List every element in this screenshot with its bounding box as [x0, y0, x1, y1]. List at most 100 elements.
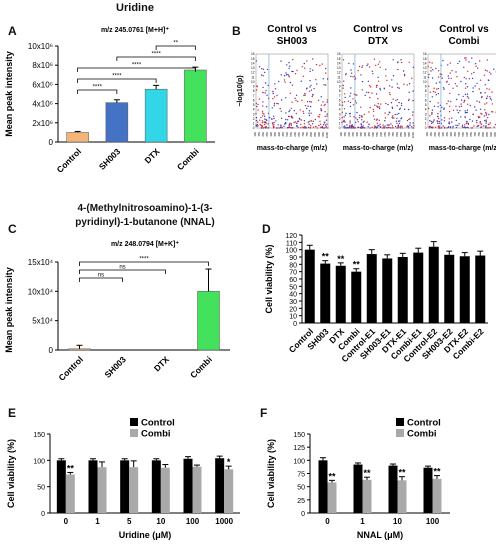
panel-b-point: [290, 107, 292, 110]
panel-b-ytick-label: 7: [339, 94, 341, 98]
panel-b-point: [388, 111, 390, 113]
panel-b-point: [433, 119, 435, 121]
panel-b-point: [355, 117, 357, 119]
panel-b-point: [323, 122, 325, 124]
panel-b-point: [412, 90, 414, 92]
panel-a-ytick-label: 2x10⁶: [32, 119, 53, 128]
panel-b-point: [372, 115, 375, 117]
panel-b-point: [341, 104, 344, 106]
panel-b-point: [326, 101, 328, 103]
panel-b-point: [479, 79, 482, 81]
panel-b-point: [261, 67, 263, 70]
panel-b-ytick-label: 1: [253, 122, 255, 126]
panel-c-y-axis-title: Mean peak intensity: [4, 267, 14, 353]
panel-b-point: [460, 103, 462, 105]
panel-b-point: [393, 117, 395, 119]
panel-a-significance-bracket: [77, 78, 157, 83]
panel-b-point: [277, 127, 279, 129]
panel-b-point: [471, 120, 474, 122]
panel-b-point: [325, 127, 327, 129]
panel-b-point: [462, 126, 464, 129]
panel-b-point: [461, 126, 464, 128]
panel-b-point: [310, 112, 312, 114]
panel-b-point: [308, 110, 311, 112]
panel-b-point: [324, 103, 326, 106]
panel-b-point: [387, 113, 389, 116]
panel-b-point: [450, 100, 452, 103]
panel-b-point: [464, 57, 466, 59]
panel-b-point: [456, 98, 458, 101]
panel-b-point: [448, 77, 450, 79]
panel-b-point: [384, 120, 386, 122]
panel-b-point: [322, 78, 324, 80]
panel-b-point: [289, 81, 292, 84]
panel-b-point: [463, 76, 465, 79]
panel-b-point: [294, 121, 297, 123]
panel-b-point: [279, 107, 281, 110]
panel-b-point: [438, 125, 440, 127]
panel-b-xtick-label: 150: [429, 132, 433, 137]
panel-e-ytick-label: 150: [33, 432, 45, 439]
panel-b-point: [290, 123, 292, 125]
panel-b-point: [475, 109, 477, 111]
panel-b-point: [261, 125, 263, 127]
panel-b-point: [428, 85, 430, 88]
panel-b-point: [476, 125, 478, 128]
panel-b-point: [357, 121, 359, 123]
panel-b-point: [371, 92, 373, 94]
panel-b-point: [315, 125, 317, 128]
panel-b-point: [280, 110, 282, 112]
panel-b-point: [258, 66, 261, 68]
panel-b-point: [359, 114, 361, 117]
panel-b-point: [390, 123, 392, 125]
panel-b-x-axis-title: mass-to-charge (m/z): [429, 145, 496, 152]
panel-b-point: [319, 123, 322, 125]
panel-b-point: [301, 66, 303, 68]
panel-b-point: [447, 64, 449, 66]
panel-b-point: [288, 67, 290, 69]
panel-b-point: [285, 118, 287, 121]
panel-b-point: [378, 119, 380, 122]
panel-b-point: [368, 85, 371, 87]
panel-b-point: [350, 92, 352, 94]
panel-a-bar: [66, 132, 89, 143]
panel-b-point: [257, 109, 259, 111]
panel-b-point: [408, 99, 410, 102]
panel-c-title-line2: pyridinyl)-1-butanone (NNAL): [75, 217, 215, 228]
panel-e-bar: [88, 460, 98, 513]
panel-a-significance-label: **: [173, 41, 178, 47]
panel-b-point: [441, 77, 443, 79]
panel-b-point: [304, 94, 306, 96]
panel-f-ytick-label: 150: [293, 432, 305, 439]
panel-b-point: [396, 127, 398, 129]
panel-b-point: [325, 72, 327, 74]
panel-b-point: [296, 69, 298, 72]
panel-b-point: [384, 117, 387, 119]
panel-b-point: [352, 125, 354, 128]
panel-b-point: [349, 122, 351, 124]
panel-b-point: [386, 79, 388, 82]
panel-d-significance-label: **: [337, 254, 345, 264]
panel-e-bar: [215, 458, 225, 513]
panel-b-ytick-label: 7: [425, 94, 427, 98]
panel-b-point: [288, 124, 290, 126]
panel-b-point: [478, 101, 481, 103]
panel-b-point: [343, 108, 346, 110]
panel-b-x-axis-title: mass-to-charge (m/z): [257, 145, 327, 152]
panel-e-bar: [192, 466, 202, 513]
panel-b-point: [377, 106, 379, 109]
panel-b-ytick-label: 12: [423, 71, 427, 75]
panel-b-xtick-label: 250: [437, 132, 441, 137]
panel-b-point: [291, 115, 293, 118]
panel-b-point: [373, 110, 375, 113]
panel-b-point: [455, 71, 457, 73]
panel-b-point: [411, 126, 413, 128]
panel-b-point: [369, 96, 371, 99]
panel-b-point: [398, 112, 400, 115]
panel-b-point: [457, 62, 459, 65]
panel-b-point: [279, 126, 282, 129]
panel-b-point: [261, 115, 264, 117]
panel-b-point: [443, 88, 445, 90]
panel-b-point: [260, 127, 263, 129]
panel-b-y-axis-title: −log10(p): [237, 75, 244, 106]
